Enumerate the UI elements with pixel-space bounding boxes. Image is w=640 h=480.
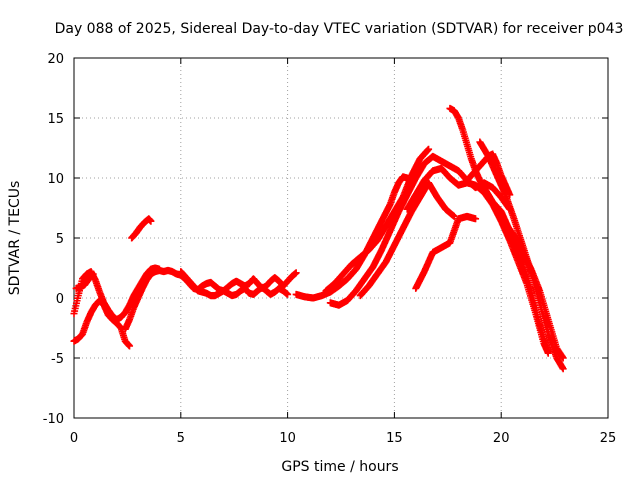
series-sat-b	[70, 296, 134, 350]
data-point-marker	[126, 342, 134, 350]
x-tick-label: 20	[493, 431, 510, 446]
y-tick-label: 10	[47, 172, 64, 187]
y-axis: -10 -5 0 5 10 15 20	[43, 52, 608, 427]
chart-title: Day 088 of 2025, Sidereal Day-to-day VTE…	[55, 21, 624, 37]
data-series	[70, 104, 567, 373]
data-point-marker	[284, 290, 292, 298]
x-axis: 0 5 10 15 20 25	[70, 58, 616, 446]
y-tick-label: -5	[51, 352, 64, 367]
series-sat-c	[72, 270, 97, 292]
series-sat-e	[121, 266, 300, 333]
data-point-marker	[559, 365, 567, 373]
series-sat-m	[446, 104, 552, 355]
data-point-marker	[147, 217, 155, 225]
data-point-marker	[559, 354, 567, 362]
y-axis-label: SDTVAR / TECUs	[7, 181, 23, 296]
y-tick-label: 20	[47, 52, 64, 67]
data-point-marker	[425, 145, 433, 153]
series-sat-d	[128, 215, 155, 242]
x-tick-label: 5	[177, 431, 185, 446]
data-point-marker	[89, 270, 97, 278]
y-tick-label: 0	[56, 292, 64, 307]
data-point-marker	[292, 269, 300, 277]
x-tick-label: 10	[279, 431, 296, 446]
x-tick-label: 15	[386, 431, 403, 446]
series-sat-f	[177, 268, 292, 300]
series-sat-p	[501, 220, 567, 362]
y-tick-label: -10	[43, 412, 64, 427]
grid-lines	[74, 58, 608, 418]
x-axis-label: GPS time / hours	[281, 459, 398, 475]
series-sat-l	[412, 212, 480, 292]
y-tick-label: 5	[56, 232, 64, 247]
data-point-marker	[544, 347, 552, 355]
x-tick-label: 0	[70, 431, 78, 446]
x-tick-label: 25	[600, 431, 617, 446]
data-point-marker	[472, 215, 480, 223]
data-point-marker	[450, 212, 458, 220]
y-tick-label: 15	[47, 112, 64, 127]
series-sat-h	[322, 145, 433, 295]
